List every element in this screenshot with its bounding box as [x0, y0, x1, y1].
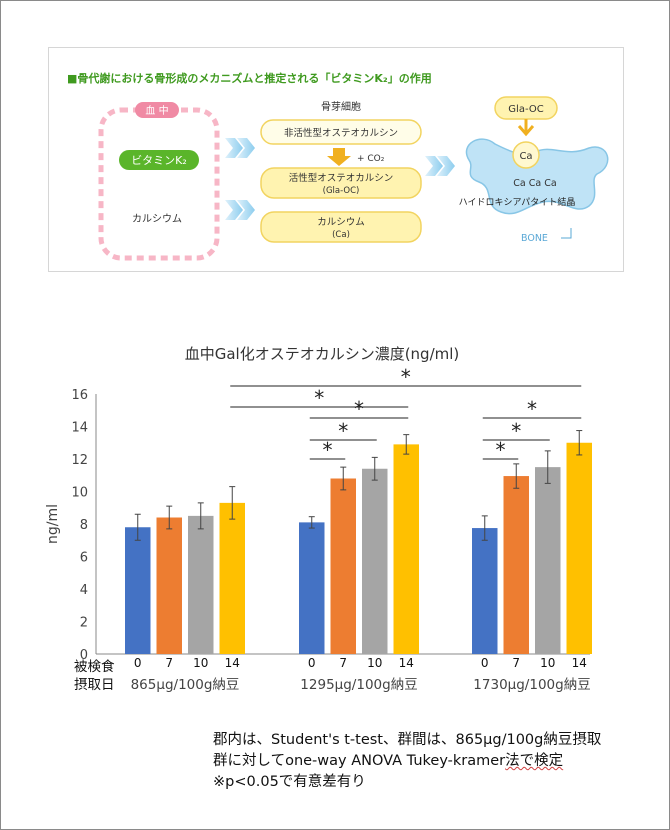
bar	[472, 528, 498, 654]
bar	[299, 522, 325, 654]
bar	[125, 527, 151, 654]
significance-star: *	[314, 386, 324, 410]
note-line-3: ※p<0.05で有意差有り	[213, 774, 366, 790]
x-tick-label: 0	[481, 656, 489, 670]
osteoblast-label: 骨芽細胞	[321, 100, 361, 113]
vitamin-k2-badge	[119, 150, 199, 170]
inactive-oc-box	[260, 119, 422, 145]
note-line-1: 郡内は、Student's t-test、群間は、865µg/100g納豆摂取	[213, 732, 602, 748]
y-tick-label: 12	[71, 453, 88, 468]
mechanism-diagram: ■骨代謝における骨形成のメカニズムと推定される「ビタミンK₂」の作用 血 中 ビ…	[48, 47, 624, 272]
significance-brackets: ********	[230, 365, 582, 462]
chart-title: 血中Gal化オステオカルシン濃度(ng/ml)	[185, 345, 460, 363]
ca-ion	[512, 141, 540, 169]
co2-text: + CO₂	[357, 154, 385, 164]
significance-star: *	[338, 419, 348, 443]
x-axis-label-line1: 被検食	[74, 658, 115, 675]
y-tick-label: 8	[80, 518, 88, 533]
vitamin-k2-label: ビタミンK₂	[131, 154, 187, 167]
y-tick-label: 2	[80, 616, 88, 631]
binding-connector	[517, 119, 535, 137]
blood-compartment	[98, 107, 220, 261]
note-line-2a: 群に対して	[213, 753, 286, 769]
calcium-box-sub: (Ca)	[332, 230, 350, 240]
y-tick-label: 14	[71, 421, 88, 436]
note-line-2c: 法で検定	[505, 753, 564, 769]
group-label: 1730µg/100g納豆	[473, 677, 590, 693]
x-axis-label-line2: 摂取日	[74, 677, 115, 693]
group-label: 1295µg/100g納豆	[300, 677, 417, 693]
bar	[219, 502, 245, 654]
significance-star: *	[496, 438, 506, 462]
x-tick-label: 14	[225, 656, 240, 670]
significance-star: *	[401, 365, 411, 389]
calcium-box	[260, 211, 422, 243]
bone-label: BONE	[521, 233, 548, 244]
y-tick-label: 16	[71, 388, 88, 403]
hydroxyapatite-label: ハイドロキシアパタイト結晶	[459, 196, 576, 208]
bar	[188, 515, 214, 654]
x-tick-label: 10	[367, 656, 382, 670]
diagram-title: ■骨代謝における骨形成のメカニズムと推定される「ビタミンK₂」の作用	[67, 71, 432, 85]
ca-text: Ca	[519, 151, 532, 162]
y-tick-label: 6	[80, 551, 88, 566]
y-tick-label: 10	[71, 486, 88, 501]
note-line-2b: one-way ANOVA Tukey-kramer	[285, 753, 506, 769]
active-oc-text: 活性型オステオカルシン	[289, 172, 394, 184]
down-arrow-icon	[327, 148, 351, 166]
group-label: 865µg/100g納豆	[131, 677, 240, 693]
bar	[362, 468, 388, 654]
calcium-box-text: カルシウム	[317, 217, 365, 228]
bar	[393, 444, 419, 654]
bar	[566, 442, 592, 654]
significance-star: *	[527, 397, 537, 421]
x-tick-label: 10	[193, 656, 208, 670]
chevron-arrow-icon	[225, 138, 255, 158]
chevron-arrow-icon	[425, 156, 455, 176]
significance-star: *	[354, 397, 364, 421]
blood-badge	[135, 102, 179, 118]
x-axis-labels: 0 7 10 14 865µg/100g納豆 0 7 10 14 1295µg/100g納豆 0 7 1…	[131, 656, 591, 693]
chart: 血中Gal化オステオカルシン濃度(ng/ml) ng/ml 0 2 4 6 8 10 12 1…	[45, 345, 592, 693]
bars	[125, 430, 592, 654]
bar	[156, 517, 182, 654]
x-tick-label: 14	[399, 656, 414, 670]
gla-oc-text: Gla-OC	[508, 104, 543, 115]
blood-label: 血 中	[145, 104, 168, 117]
x-tick-label: 0	[134, 656, 142, 670]
inactive-oc-text: 非活性型オステオカルシン	[284, 127, 398, 139]
x-tick-label: 7	[165, 656, 173, 670]
x-tick-label: 7	[512, 656, 520, 670]
significance-star: *	[323, 438, 333, 462]
bar	[503, 476, 529, 654]
x-tick-label: 10	[540, 656, 555, 670]
mechanism-diagram-svg: ■骨代謝における骨形成のメカニズムと推定される「ビタミンK₂」の作用 血 中 ビ…	[67, 71, 609, 261]
y-tick-label: 4	[80, 583, 88, 598]
active-oc-box	[260, 167, 422, 199]
bone-pointer	[561, 228, 572, 239]
notes: 郡内は、Student's t-test、群間は、865µg/100g納豆摂取 …	[213, 730, 601, 793]
x-tick-label: 0	[308, 656, 316, 670]
bar	[535, 467, 561, 654]
y-axis-label: ng/ml	[45, 504, 61, 544]
x-tick-label: 7	[339, 656, 347, 670]
significance-star: *	[511, 419, 521, 443]
calcium-label: カルシウム	[132, 213, 182, 225]
chevron-arrow-icon	[225, 200, 255, 220]
note-line-2: 群に対してone-way ANOVA Tukey-kramer法で検定	[213, 751, 601, 772]
x-tick-label: 14	[572, 656, 587, 670]
active-oc-sub: (Gla-OC)	[323, 186, 360, 196]
y-tick-label: 0	[80, 648, 88, 663]
bar	[330, 478, 356, 654]
ca-row-text: Ca Ca Ca	[513, 178, 556, 189]
